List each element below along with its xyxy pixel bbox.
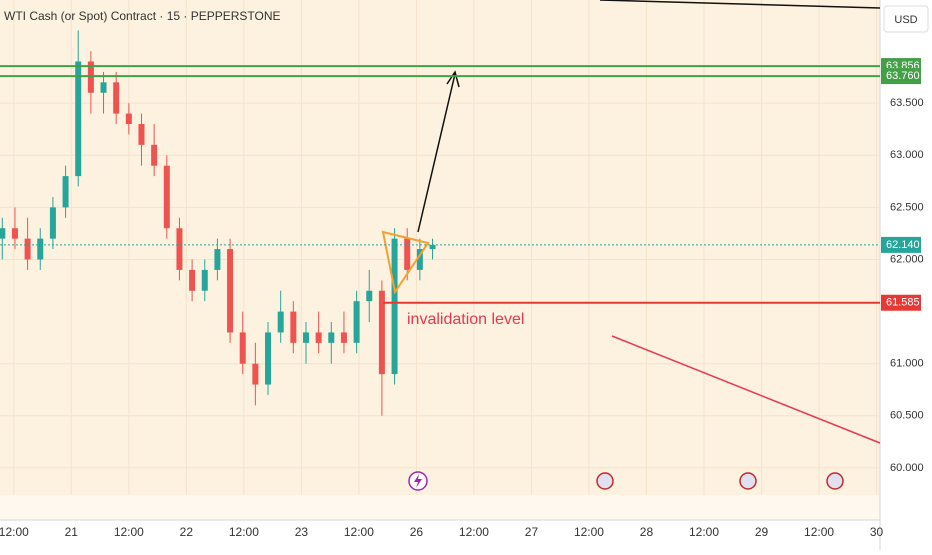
y-tick-label: 60.000 bbox=[890, 462, 924, 474]
candle-body bbox=[265, 332, 272, 385]
candle-body bbox=[214, 249, 221, 270]
candle-body bbox=[227, 249, 234, 333]
triangle-pattern bbox=[381, 230, 430, 295]
candle-body bbox=[277, 311, 284, 333]
level-label: 62.140 bbox=[886, 239, 920, 251]
candle-body bbox=[366, 290, 373, 302]
arrow-head bbox=[446, 70, 460, 88]
y-tick-label: 62.500 bbox=[890, 201, 924, 213]
level-tag bbox=[881, 294, 921, 311]
x-tick-label: 27 bbox=[525, 525, 539, 539]
candle-body bbox=[404, 238, 411, 270]
event-icon-bolt bbox=[414, 474, 422, 488]
x-tick-label: 29 bbox=[755, 525, 769, 539]
x-tick-label: 12:00 bbox=[114, 525, 144, 539]
x-tick-label: 26 bbox=[410, 525, 424, 539]
candle-body bbox=[239, 332, 246, 364]
x-tick-label: 12:00 bbox=[574, 525, 604, 539]
currency-button[interactable] bbox=[883, 5, 929, 33]
x-tick-label: 12:00 bbox=[0, 525, 29, 539]
candle-body bbox=[138, 124, 145, 145]
candle-body bbox=[49, 207, 56, 239]
candle-body bbox=[87, 61, 94, 93]
x-tick-label: 23 bbox=[295, 525, 309, 539]
trend-line bbox=[599, 0, 881, 9]
plot-footer bbox=[0, 495, 880, 520]
candle-body bbox=[37, 238, 44, 260]
x-tick-label: 12:00 bbox=[804, 525, 834, 539]
level-tag bbox=[881, 236, 921, 253]
event-icon[interactable] bbox=[739, 472, 757, 490]
event-icon[interactable] bbox=[596, 472, 614, 490]
level-tag bbox=[881, 68, 921, 85]
x-tick-label: 28 bbox=[640, 525, 654, 539]
y-tick-label: 60.500 bbox=[890, 410, 924, 422]
x-tick-label: 22 bbox=[180, 525, 194, 539]
candle-body bbox=[176, 228, 183, 270]
candle-body bbox=[315, 332, 322, 343]
x-tick-label: 12:00 bbox=[689, 525, 719, 539]
candle-body bbox=[252, 363, 259, 385]
arrow-line bbox=[417, 73, 456, 233]
candle-body bbox=[328, 332, 335, 343]
x-tick-label: 12:00 bbox=[229, 525, 259, 539]
candle-body bbox=[416, 249, 423, 270]
candle-body bbox=[125, 113, 132, 125]
chart-title: WTI Cash (or Spot) Contract · 15 · PEPPE… bbox=[4, 9, 281, 23]
y-tick-label: 61.000 bbox=[890, 358, 924, 370]
candle-body bbox=[24, 238, 31, 260]
trend-line bbox=[611, 335, 881, 444]
candle-body bbox=[429, 244, 436, 250]
level-label: 61.585 bbox=[886, 297, 920, 309]
candle-body bbox=[378, 290, 385, 375]
candle-body bbox=[100, 82, 107, 93]
currency-label: USD bbox=[894, 14, 917, 26]
candle-body bbox=[163, 165, 170, 229]
y-tick-label: 62.000 bbox=[890, 253, 924, 265]
candle-body bbox=[302, 332, 309, 343]
candle-body bbox=[340, 332, 347, 343]
annotation: invalidation level bbox=[407, 311, 524, 328]
marks bbox=[0, 0, 880, 495]
event-icon[interactable] bbox=[826, 472, 844, 490]
candle-body bbox=[62, 176, 69, 208]
candle-body bbox=[11, 228, 18, 239]
candle-body bbox=[201, 269, 208, 291]
candle-body bbox=[151, 144, 158, 166]
candle-body bbox=[189, 269, 196, 291]
x-tick-label: 21 bbox=[65, 525, 79, 539]
candle-body bbox=[353, 301, 360, 343]
candle-body bbox=[113, 82, 120, 114]
candle-body bbox=[290, 311, 297, 343]
x-tick-label: 12:00 bbox=[459, 525, 489, 539]
level-label: 63.760 bbox=[886, 70, 920, 82]
candle-body bbox=[0, 228, 6, 239]
y-tick-label: 63.000 bbox=[890, 149, 924, 161]
x-tick-label: 30 bbox=[870, 525, 884, 539]
candle-body bbox=[75, 61, 82, 177]
candle-body bbox=[391, 238, 398, 375]
plot-background bbox=[0, 0, 880, 495]
x-tick-label: 12:00 bbox=[344, 525, 374, 539]
y-tick-label: 63.500 bbox=[890, 97, 924, 109]
